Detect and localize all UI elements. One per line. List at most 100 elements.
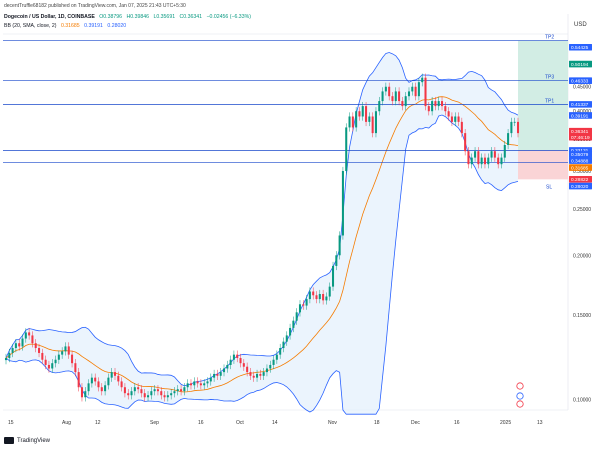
candle-body[interactable]	[156, 389, 159, 392]
candle-body[interactable]	[298, 304, 302, 313]
candle-body[interactable]	[285, 335, 288, 342]
candle-body[interactable]	[239, 358, 242, 364]
candle-body[interactable]	[18, 343, 21, 347]
candle-body[interactable]	[335, 255, 338, 266]
candle-body[interactable]	[123, 387, 126, 394]
candle-body[interactable]	[493, 151, 496, 158]
candle-body[interactable]	[219, 372, 222, 376]
event-marker-icon[interactable]	[516, 400, 524, 408]
candle-body[interactable]	[305, 299, 308, 306]
candle-body[interactable]	[308, 291, 311, 300]
candle-body[interactable]	[480, 157, 483, 165]
candle-body[interactable]	[104, 385, 107, 392]
candle-body[interactable]	[437, 101, 440, 107]
candle-body[interactable]	[345, 127, 348, 172]
candle-body[interactable]	[11, 348, 14, 353]
candle-body[interactable]	[77, 372, 80, 388]
candle-body[interactable]	[328, 286, 331, 297]
candle-body[interactable]	[464, 133, 467, 152]
candle-body[interactable]	[170, 393, 173, 396]
candle-body[interactable]	[470, 157, 473, 165]
candle-body[interactable]	[147, 395, 150, 398]
candle-body[interactable]	[338, 235, 341, 256]
candle-body[interactable]	[513, 121, 516, 123]
candle-body[interactable]	[454, 116, 457, 122]
candle-body[interactable]	[143, 393, 146, 398]
candle-body[interactable]	[249, 372, 252, 376]
candle-body[interactable]	[222, 368, 226, 373]
candle-body[interactable]	[133, 387, 136, 392]
candle-body[interactable]	[510, 121, 513, 134]
candle-body[interactable]	[302, 304, 305, 306]
candle-body[interactable]	[358, 111, 361, 117]
candle-body[interactable]	[355, 111, 358, 128]
candle-body[interactable]	[414, 86, 417, 97]
candle-body[interactable]	[460, 121, 463, 134]
candle-body[interactable]	[176, 389, 179, 392]
candle-body[interactable]	[497, 157, 500, 165]
candle-body[interactable]	[256, 373, 259, 378]
candle-body[interactable]	[384, 86, 387, 92]
candle-body[interactable]	[4, 358, 8, 361]
candle-body[interactable]	[21, 338, 24, 347]
candle-body[interactable]	[47, 364, 50, 369]
candle-body[interactable]	[127, 393, 130, 396]
candle-body[interactable]	[14, 343, 17, 349]
candle-body[interactable]	[312, 291, 315, 296]
candle-body[interactable]	[34, 343, 37, 349]
candle-body[interactable]	[226, 364, 229, 369]
candle-body[interactable]	[265, 368, 268, 373]
candle-body[interactable]	[282, 341, 285, 349]
candle-body[interactable]	[232, 354, 235, 360]
candle-body[interactable]	[113, 372, 117, 376]
candle-body[interactable]	[269, 364, 272, 369]
candle-body[interactable]	[209, 377, 212, 382]
candle-body[interactable]	[507, 133, 510, 145]
candle-body[interactable]	[193, 381, 196, 386]
candle-body[interactable]	[252, 375, 255, 378]
candle-body[interactable]	[61, 351, 64, 355]
candle-body[interactable]	[292, 320, 295, 328]
candle-body[interactable]	[421, 77, 424, 83]
candle-body[interactable]	[391, 96, 394, 102]
candle-body[interactable]	[374, 111, 377, 134]
candle-body[interactable]	[381, 91, 384, 102]
candle-body[interactable]	[378, 101, 381, 112]
candle-body[interactable]	[166, 395, 169, 398]
candle-body[interactable]	[94, 377, 97, 382]
candle-body[interactable]	[365, 106, 368, 122]
candle-body[interactable]	[199, 383, 202, 386]
candle-body[interactable]	[150, 391, 153, 396]
candle-body[interactable]	[180, 389, 183, 392]
candle-body[interactable]	[431, 101, 434, 112]
candle-body[interactable]	[477, 151, 480, 165]
candle-body[interactable]	[44, 359, 47, 365]
candle-body[interactable]	[64, 346, 67, 352]
candle-body[interactable]	[441, 101, 444, 107]
candle-body[interactable]	[315, 295, 318, 300]
candle-body[interactable]	[259, 373, 262, 376]
candle-body[interactable]	[262, 372, 265, 376]
event-marker-icon[interactable]	[516, 392, 524, 400]
candle-body[interactable]	[100, 387, 103, 392]
candle-body[interactable]	[242, 363, 245, 367]
candle-body[interactable]	[483, 157, 486, 165]
candle-body[interactable]	[196, 381, 199, 384]
candle-body[interactable]	[80, 387, 83, 398]
candle-body[interactable]	[444, 106, 447, 112]
candle-body[interactable]	[28, 332, 31, 336]
candle-body[interactable]	[516, 121, 520, 134]
candle-body[interactable]	[361, 106, 364, 117]
candle-body[interactable]	[173, 391, 176, 394]
candle-body[interactable]	[474, 151, 477, 158]
candle-body[interactable]	[41, 352, 44, 360]
candle-body[interactable]	[394, 91, 397, 102]
candle-body[interactable]	[490, 151, 493, 158]
candle-body[interactable]	[289, 327, 292, 336]
candle-body[interactable]	[275, 354, 278, 360]
candle-body[interactable]	[351, 116, 354, 128]
candle-body[interactable]	[51, 363, 54, 369]
candle-body[interactable]	[137, 387, 140, 390]
candle-body[interactable]	[216, 373, 219, 376]
